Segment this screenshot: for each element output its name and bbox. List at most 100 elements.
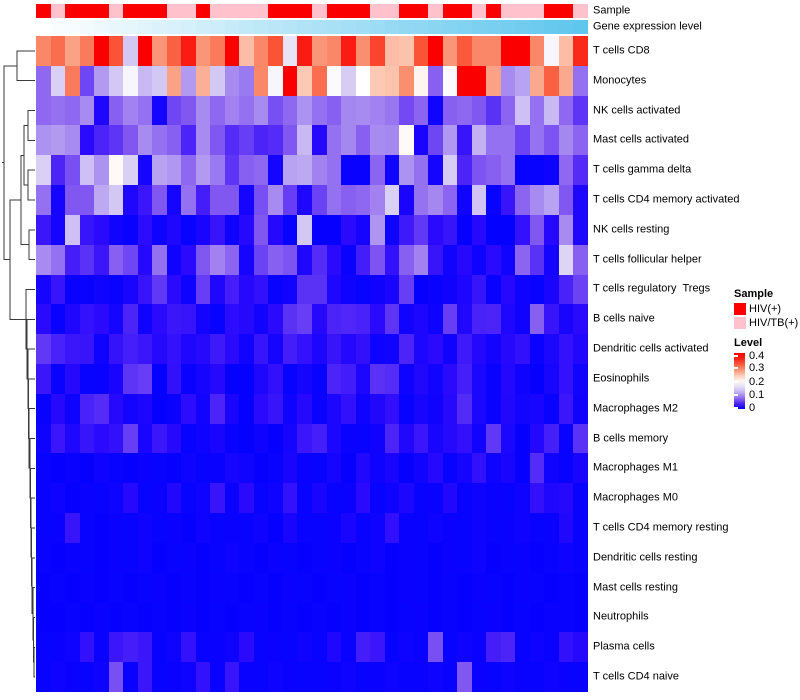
- gene-level-cell: [79, 20, 95, 34]
- gene-level-cell: [152, 20, 167, 34]
- heatmap-cell: [253, 214, 269, 245]
- level-tick-label: 0: [749, 401, 756, 414]
- heatmap-cell: [384, 453, 400, 484]
- heatmap-cell: [384, 542, 400, 573]
- heatmap-cell: [50, 244, 66, 275]
- heatmap-cell: [457, 65, 472, 96]
- heatmap-cell: [471, 185, 487, 215]
- gene-level-cell: [36, 20, 51, 34]
- heatmap-cell: [181, 185, 196, 215]
- heatmap-cell: [370, 214, 385, 245]
- heatmap-cell: [471, 483, 487, 514]
- heatmap-cell: [399, 95, 414, 126]
- heatmap-cell: [181, 274, 196, 305]
- heatmap-cell: [253, 274, 269, 305]
- heatmap-cell: [384, 36, 400, 66]
- heatmap-cell: [370, 304, 385, 335]
- heatmap-cell: [384, 632, 400, 663]
- row-label: Mast cells resting: [593, 581, 678, 594]
- heatmap-cell: [558, 483, 574, 514]
- heatmap-cell: [108, 95, 124, 126]
- heatmap-cell: [108, 483, 124, 514]
- heatmap-cell: [413, 125, 429, 156]
- heatmap-cell: [500, 274, 516, 305]
- heatmap-cell: [181, 244, 196, 275]
- heatmap-cell: [65, 65, 80, 96]
- heatmap-cell: [457, 513, 472, 543]
- heatmap-cell: [399, 572, 414, 603]
- heatmap-cell: [486, 95, 501, 126]
- heatmap-cell: [79, 185, 95, 215]
- heatmap-cell: [210, 274, 225, 305]
- heatmap-cell: [413, 155, 429, 186]
- heatmap-cell: [297, 36, 312, 66]
- heatmap-cell: [282, 483, 298, 514]
- heatmap-cell: [558, 214, 574, 245]
- heatmap-cell: [428, 214, 443, 245]
- heatmap-cell: [515, 334, 530, 364]
- heatmap-cell: [123, 602, 138, 633]
- heatmap-cell: [515, 95, 530, 126]
- row-label: Macrophages M2: [593, 402, 678, 415]
- heatmap-cell: [195, 364, 211, 394]
- heatmap-cell: [544, 185, 559, 215]
- heatmap-cell: [94, 274, 109, 305]
- heatmap-cell: [413, 602, 429, 633]
- heatmap-cell: [341, 364, 356, 394]
- heatmap-cell: [268, 393, 283, 424]
- heatmap-cell: [355, 632, 371, 663]
- legend-sample-items: HIV(+) HIV/TB(+): [734, 303, 800, 329]
- heatmap-cell: [384, 364, 400, 394]
- heatmap-cell: [428, 304, 443, 335]
- heatmap-cell: [529, 125, 545, 156]
- heatmap-cell: [399, 423, 414, 454]
- heatmap-cell: [500, 662, 516, 692]
- heatmap-cell: [50, 364, 66, 394]
- heatmap-cell: [268, 36, 283, 66]
- heatmap-cell: [152, 483, 167, 514]
- heatmap-cell: [123, 662, 138, 692]
- heatmap-cell: [355, 334, 371, 364]
- heatmap-cell: [123, 364, 138, 394]
- heatmap-cell: [166, 244, 182, 275]
- heatmap-cell: [529, 662, 545, 692]
- heatmap-cell: [253, 393, 269, 424]
- heatmap-cell: [413, 304, 429, 335]
- heatmap-cell: [50, 542, 66, 573]
- heatmap-cell: [471, 36, 487, 66]
- heatmap-cell: [282, 95, 298, 126]
- heatmap-cell: [529, 572, 545, 603]
- heatmap-cell: [544, 36, 559, 66]
- heatmap-cell: [573, 244, 588, 275]
- heatmap-cell: [65, 632, 80, 663]
- heatmap-cell: [282, 453, 298, 484]
- heatmap-cell: [558, 453, 574, 484]
- heatmap-cell: [471, 453, 487, 484]
- heatmap-cell: [224, 393, 240, 424]
- heatmap-cell: [311, 334, 327, 364]
- heatmap-cell: [181, 513, 196, 543]
- heatmap-cell: [65, 393, 80, 424]
- sample-annotation-cell: [500, 4, 516, 18]
- heatmap-cell: [384, 95, 400, 126]
- sample-annotation-cell: [413, 4, 429, 18]
- heatmap-cell: [471, 244, 487, 275]
- heatmap-cell: [558, 185, 574, 215]
- heatmap-cell: [573, 572, 588, 603]
- heatmap-cell: [79, 632, 95, 663]
- heatmap-cell: [515, 453, 530, 484]
- heatmap-cell: [253, 364, 269, 394]
- heatmap-cell: [370, 244, 385, 275]
- heatmap-cell: [65, 423, 80, 454]
- heatmap-cell: [36, 125, 51, 156]
- heatmap-cell: [486, 423, 501, 454]
- heatmap-cell: [384, 214, 400, 245]
- heatmap-cell: [79, 36, 95, 66]
- heatmap-cell: [413, 244, 429, 275]
- heatmap-cell: [79, 214, 95, 245]
- heatmap-cell: [94, 602, 109, 633]
- heatmap-cell: [457, 483, 472, 514]
- heatmap-cell: [268, 453, 283, 484]
- heatmap-cell: [123, 393, 138, 424]
- heatmap-cell: [224, 423, 240, 454]
